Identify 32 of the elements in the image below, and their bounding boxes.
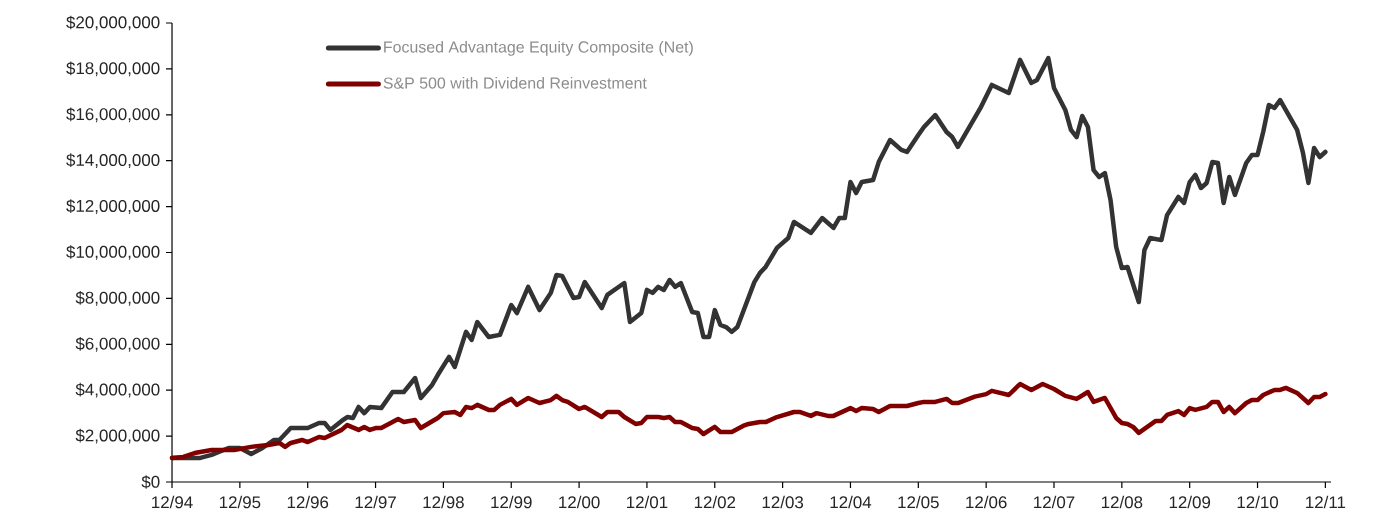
y-tick-label: $6,000,000 <box>75 336 160 352</box>
x-tick-label: 12/03 <box>762 495 804 509</box>
y-tick-label: $8,000,000 <box>75 291 160 306</box>
x-tick-label: 12/97 <box>355 495 396 509</box>
x-tick-label: 12/95 <box>219 495 261 509</box>
x-tick-label: 12/99 <box>491 495 532 509</box>
x-tick-label: 12/96 <box>287 495 329 509</box>
x-tick-label: 12/08 <box>1101 495 1143 509</box>
x-tick-label: 12/09 <box>1169 495 1211 509</box>
legend-label: Focused Advantage Equity Composite (Net) <box>384 40 693 56</box>
y-tick-label: $16,000,000 <box>66 107 160 123</box>
x-tick-label: 12/07 <box>1034 495 1075 509</box>
y-tick-label: $20,000,000 <box>66 15 160 31</box>
legend-label: S&P 500 with Dividend Reinvestment <box>383 77 647 89</box>
x-tick-label: 12/94 <box>152 495 193 509</box>
x-tick-label: 12/02 <box>694 495 736 509</box>
y-tick-label: $2,000,000 <box>75 428 160 444</box>
x-tick-label: 12/01 <box>627 495 668 509</box>
x-tick-label: 12/11 <box>1306 495 1346 509</box>
y-tick-label: $0 <box>141 475 160 489</box>
x-tick-label: 12/00 <box>559 495 600 509</box>
x-tick-label: 12/05 <box>898 495 939 509</box>
x-tick-label: 12/06 <box>966 495 1007 509</box>
y-tick-label: $10,000,000 <box>66 245 160 260</box>
y-tick-label: $14,000,000 <box>66 153 160 169</box>
x-tick-label: 12/10 <box>1237 495 1279 509</box>
y-tick-label: $4,000,000 <box>75 382 160 398</box>
x-tick-label: 12/98 <box>423 495 464 509</box>
x-tick-label: 12/04 <box>830 495 872 509</box>
line-series <box>169 381 1328 461</box>
y-tick-label: $18,000,000 <box>66 61 160 77</box>
y-tick-label: $12,000,000 <box>66 199 160 214</box>
